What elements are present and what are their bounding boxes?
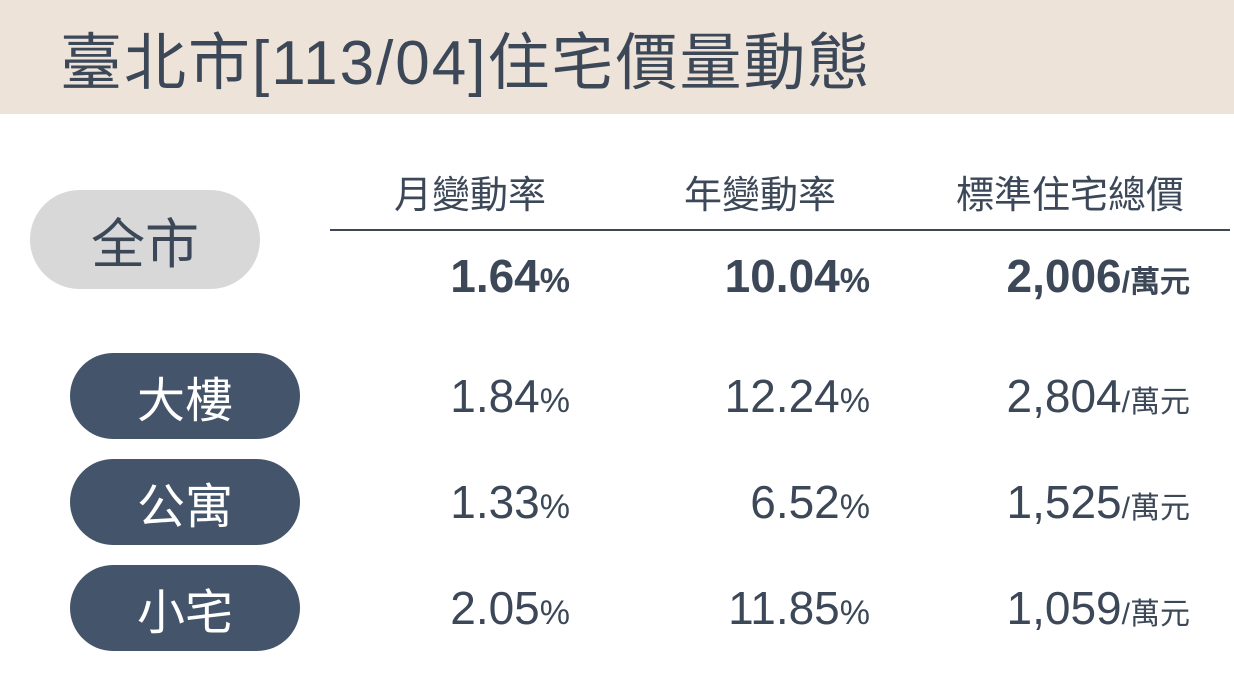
main-price-num: 2,006	[1007, 250, 1122, 302]
row-yearly: 6.52%	[610, 463, 910, 541]
row-monthly-pct: %	[540, 594, 570, 632]
main-category-pill: 全市	[30, 190, 260, 289]
row-price-unit: /萬元	[1122, 386, 1190, 419]
row-category-pill: 公寓	[70, 459, 300, 545]
content-area: 全市 月變動率 年變動率 標準住宅總價 1.64% 10.04% 2,006/萬…	[0, 164, 1234, 661]
main-price-unit: /萬元	[1122, 266, 1190, 299]
col-header-price: 標準住宅總價	[910, 164, 1230, 231]
data-table: 全市 月變動率 年變動率 標準住宅總價 1.64% 10.04% 2,006/萬…	[30, 164, 1194, 661]
row-price-num: 2,804	[1007, 370, 1122, 422]
row-price: 1,059/萬元	[910, 569, 1230, 647]
main-monthly-pct: %	[540, 262, 570, 300]
row-yearly-num: 12.24	[725, 370, 840, 422]
row-spacer	[30, 315, 1230, 343]
row-price-unit: /萬元	[1122, 598, 1190, 631]
main-monthly-num: 1.64	[450, 250, 540, 302]
row-category-cell: 大樓	[30, 343, 330, 449]
row-price-unit: /萬元	[1122, 492, 1190, 525]
row-monthly-num: 2.05	[450, 582, 540, 634]
row-monthly: 1.33%	[330, 463, 610, 541]
row-monthly-num: 1.84	[450, 370, 540, 422]
row-yearly-pct: %	[840, 382, 870, 420]
row-category-pill: 小宅	[70, 565, 300, 651]
col-header-yearly: 年變動率	[610, 164, 910, 231]
main-yearly: 10.04%	[610, 231, 910, 315]
row-price-num: 1,525	[1007, 476, 1122, 528]
row-yearly-pct: %	[840, 488, 870, 526]
row-monthly-pct: %	[540, 382, 570, 420]
page-title: 臺北市[113/04]住宅價量動態	[60, 29, 871, 98]
row-category-cell: 小宅	[30, 555, 330, 661]
row-price: 1,525/萬元	[910, 463, 1230, 541]
row-yearly: 11.85%	[610, 569, 910, 647]
title-bar: 臺北市[113/04]住宅價量動態	[0, 0, 1234, 114]
col-header-monthly: 月變動率	[330, 164, 610, 231]
main-price: 2,006/萬元	[910, 231, 1230, 315]
row-price: 2,804/萬元	[910, 357, 1230, 435]
row-yearly-num: 6.52	[750, 476, 840, 528]
row-monthly: 1.84%	[330, 357, 610, 435]
main-yearly-num: 10.04	[725, 250, 840, 302]
row-category-pill: 大樓	[70, 353, 300, 439]
row-monthly-num: 1.33	[450, 476, 540, 528]
row-yearly: 12.24%	[610, 357, 910, 435]
main-yearly-pct: %	[840, 262, 870, 300]
main-category-cell: 全市	[30, 190, 330, 289]
row-category-cell: 公寓	[30, 449, 330, 555]
row-price-num: 1,059	[1007, 582, 1122, 634]
main-monthly: 1.64%	[330, 231, 610, 315]
row-monthly: 2.05%	[330, 569, 610, 647]
row-yearly-num: 11.85	[728, 582, 840, 634]
row-yearly-pct: %	[840, 594, 870, 632]
row-monthly-pct: %	[540, 488, 570, 526]
